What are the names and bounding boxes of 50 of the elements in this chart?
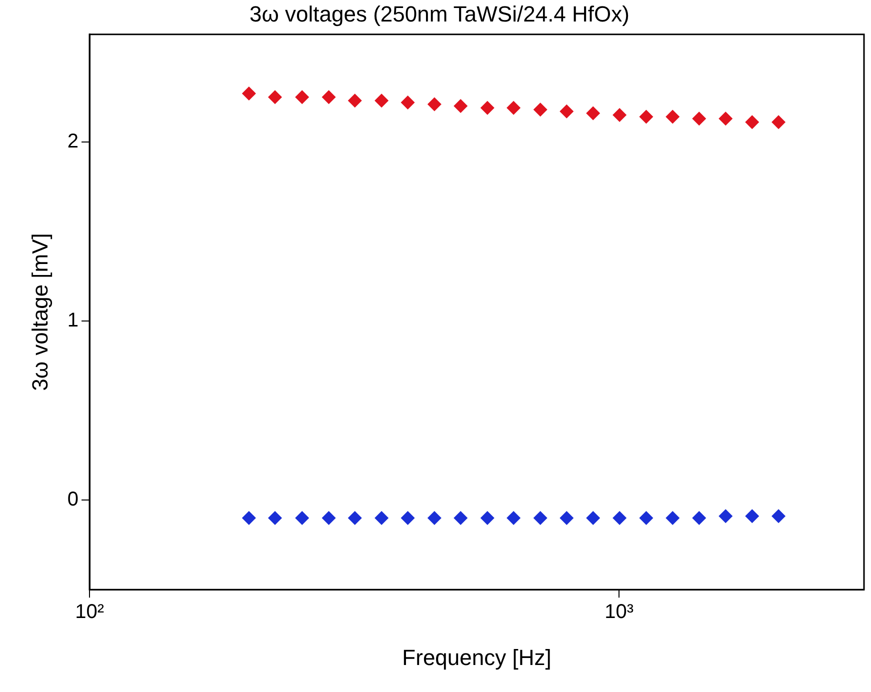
chart-title: 3ω voltages (250nm TaWSi/24.4 HfOx) bbox=[250, 1, 630, 26]
point bbox=[295, 510, 310, 525]
point bbox=[718, 112, 733, 126]
point bbox=[268, 510, 282, 525]
y-tick-label: 1 bbox=[67, 309, 79, 332]
point bbox=[745, 509, 760, 524]
point bbox=[427, 510, 442, 525]
point bbox=[666, 510, 680, 525]
point bbox=[560, 104, 574, 118]
x-tick-label: 10³ bbox=[604, 601, 634, 624]
point bbox=[718, 509, 733, 524]
point bbox=[322, 510, 336, 525]
point bbox=[322, 90, 336, 104]
point bbox=[639, 110, 654, 124]
point bbox=[295, 90, 310, 104]
y-tick-label: 0 bbox=[67, 488, 79, 511]
point bbox=[348, 94, 362, 108]
point bbox=[427, 97, 442, 112]
point bbox=[374, 94, 389, 108]
point bbox=[745, 115, 760, 130]
point bbox=[666, 110, 680, 124]
point bbox=[400, 510, 415, 525]
point bbox=[242, 86, 256, 100]
point bbox=[772, 509, 786, 524]
point bbox=[454, 99, 468, 114]
point bbox=[374, 510, 389, 525]
point bbox=[533, 102, 548, 117]
point bbox=[586, 510, 600, 525]
point bbox=[506, 510, 521, 525]
point bbox=[772, 115, 786, 130]
point bbox=[692, 510, 706, 525]
point bbox=[692, 112, 706, 126]
point bbox=[586, 106, 600, 120]
point bbox=[268, 90, 282, 104]
point bbox=[560, 510, 574, 525]
point bbox=[612, 510, 627, 525]
point bbox=[480, 510, 494, 525]
y-axis-title: 3ω voltage [mV] bbox=[27, 233, 52, 391]
x-tick-label: 10² bbox=[75, 601, 104, 624]
x-axis-title: Frequency [Hz] bbox=[402, 644, 552, 670]
point bbox=[639, 510, 654, 525]
point bbox=[480, 100, 494, 115]
point bbox=[506, 100, 521, 115]
point bbox=[400, 95, 415, 110]
y-tick-label: 2 bbox=[67, 130, 79, 152]
point bbox=[533, 510, 548, 525]
point bbox=[242, 510, 256, 525]
point bbox=[612, 108, 627, 122]
point bbox=[348, 510, 362, 525]
point bbox=[454, 510, 468, 525]
